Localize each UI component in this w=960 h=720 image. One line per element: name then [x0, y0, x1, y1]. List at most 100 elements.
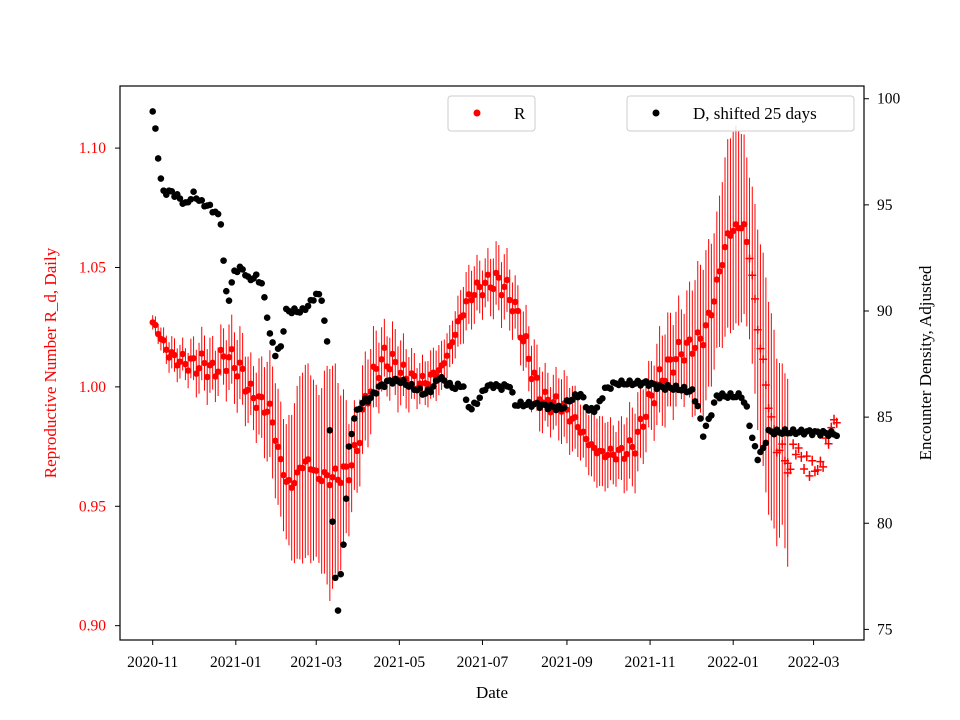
r-point	[767, 412, 776, 421]
r-point	[465, 291, 473, 298]
r-point	[182, 360, 189, 368]
r-point	[800, 463, 809, 474]
d-point	[367, 394, 375, 402]
right-y-axis-label: Encounter Density, Adjusted	[916, 265, 935, 460]
r-point	[171, 351, 178, 359]
r-point	[719, 261, 726, 269]
d-point	[280, 328, 287, 335]
r-point	[626, 437, 633, 444]
d-point	[468, 405, 475, 413]
d-point	[533, 399, 541, 407]
r-point	[514, 307, 522, 315]
d-point	[187, 195, 195, 203]
d-point	[334, 607, 342, 614]
r-point	[400, 361, 407, 368]
r-point	[759, 355, 768, 364]
right-y-tick-label: 95	[877, 197, 893, 214]
d-point	[702, 422, 710, 430]
r-point	[348, 462, 355, 469]
d-point	[266, 330, 274, 337]
r-point	[165, 354, 173, 361]
d-point	[579, 393, 587, 401]
d-point	[593, 404, 601, 411]
r-point	[775, 446, 784, 455]
r-point	[756, 344, 765, 353]
r-point	[323, 472, 331, 479]
r-point	[345, 477, 353, 484]
r-point	[520, 338, 527, 345]
r-point	[503, 276, 511, 284]
d-point	[751, 442, 759, 450]
r-point	[786, 464, 795, 475]
r-point	[808, 455, 817, 466]
legend-d-label: D, shifted 25 days	[693, 104, 817, 123]
x-tick-label: 2021-05	[374, 654, 426, 671]
left-y-tick-label: 1.00	[79, 379, 106, 396]
d-point	[738, 394, 745, 402]
d-point	[348, 430, 355, 438]
r-point	[618, 444, 625, 452]
r-point	[372, 365, 380, 372]
r-point	[233, 373, 241, 380]
r-point	[392, 358, 399, 366]
d-point	[225, 297, 233, 304]
d-point	[337, 570, 345, 578]
r-point	[490, 285, 497, 293]
d-point	[258, 280, 266, 287]
r-point	[293, 469, 301, 476]
d-point	[462, 396, 470, 404]
left-y-axis: 0.90 0.95 1.00 1.05 1.10	[79, 140, 120, 635]
r-point	[620, 455, 628, 462]
right-y-tick-label: 75	[877, 621, 893, 638]
r-point	[670, 369, 677, 376]
legend-d-marker	[652, 109, 660, 117]
d-point	[331, 574, 339, 582]
r-point	[416, 380, 423, 387]
r-point	[509, 307, 516, 315]
d-point	[220, 257, 227, 264]
r-point	[179, 350, 186, 358]
r-point	[700, 341, 707, 349]
d-point	[310, 297, 317, 304]
right-y-tick-label: 90	[877, 303, 893, 320]
r-point	[727, 232, 734, 239]
r-point	[599, 447, 606, 455]
d-point	[441, 377, 448, 384]
r-point	[506, 296, 513, 304]
d-point	[342, 495, 350, 502]
d-point	[239, 266, 246, 273]
right-y-axis: 75 80 85 90 95 100	[864, 91, 901, 638]
d-point	[263, 314, 271, 321]
r-point	[476, 283, 483, 291]
r-point	[729, 227, 737, 235]
d-point	[372, 390, 380, 397]
r-point	[244, 386, 252, 394]
r-point	[184, 367, 192, 374]
r-point	[580, 428, 587, 435]
r-point	[329, 474, 336, 481]
right-y-tick-label: 80	[877, 515, 893, 532]
d-point	[277, 343, 285, 350]
r-point	[353, 447, 361, 455]
d-point	[154, 155, 162, 162]
r-point	[778, 440, 787, 449]
r-point	[789, 439, 798, 450]
r-point	[691, 344, 699, 352]
r-point	[623, 450, 631, 458]
d-point	[833, 432, 841, 440]
d-point	[345, 443, 353, 450]
r-point	[552, 393, 560, 400]
d-point	[400, 376, 407, 384]
r-point	[356, 439, 364, 447]
left-y-tick-label: 0.90	[79, 618, 106, 635]
d-point	[206, 201, 214, 209]
r-point	[492, 269, 500, 277]
r-point	[511, 298, 519, 306]
r-point	[460, 312, 467, 319]
d-point	[762, 439, 770, 447]
r-point	[819, 461, 828, 472]
d-point	[680, 383, 688, 391]
r-point	[533, 374, 541, 381]
r-point	[247, 380, 255, 387]
r-point	[648, 392, 655, 399]
